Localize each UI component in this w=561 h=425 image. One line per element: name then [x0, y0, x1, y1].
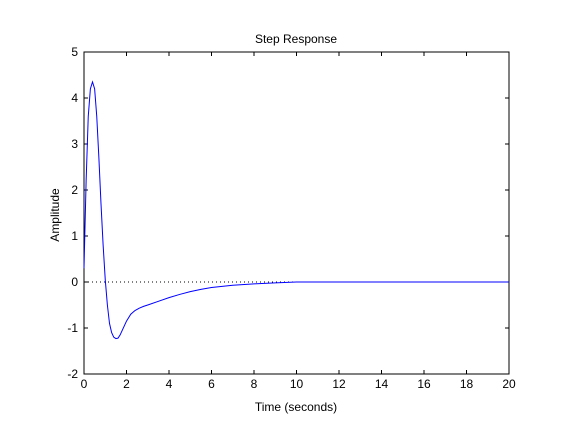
y-tick-label: 0	[71, 275, 78, 289]
x-tick-label: 8	[251, 377, 258, 391]
y-tick-label: 2	[71, 183, 78, 197]
series-line-step-response	[83, 80, 509, 340]
x-tick-label: 18	[460, 377, 474, 391]
x-tick-label: 10	[290, 377, 304, 391]
y-axis-label: Amplitude	[48, 188, 62, 242]
x-tick-label: 2	[123, 377, 130, 391]
y-tick-label: 5	[71, 45, 78, 59]
y-tick-label: -1	[67, 321, 78, 335]
y-tick-label: -2	[67, 367, 78, 381]
x-tick-label: 6	[208, 377, 215, 391]
x-tick-label: 20	[502, 377, 516, 391]
y-tick-label: 1	[71, 229, 78, 243]
x-tick-label: 14	[375, 377, 389, 391]
y-tick-label: 4	[71, 91, 78, 105]
x-tick-label: 12	[332, 377, 346, 391]
y-tick-label: 3	[71, 137, 78, 151]
chart-title: Step Response	[255, 32, 337, 46]
x-tick-label: 4	[166, 377, 173, 391]
x-tick-label: 16	[417, 377, 431, 391]
x-axis-label: Time (seconds)	[255, 400, 337, 414]
x-tick-label: 0	[81, 377, 88, 391]
